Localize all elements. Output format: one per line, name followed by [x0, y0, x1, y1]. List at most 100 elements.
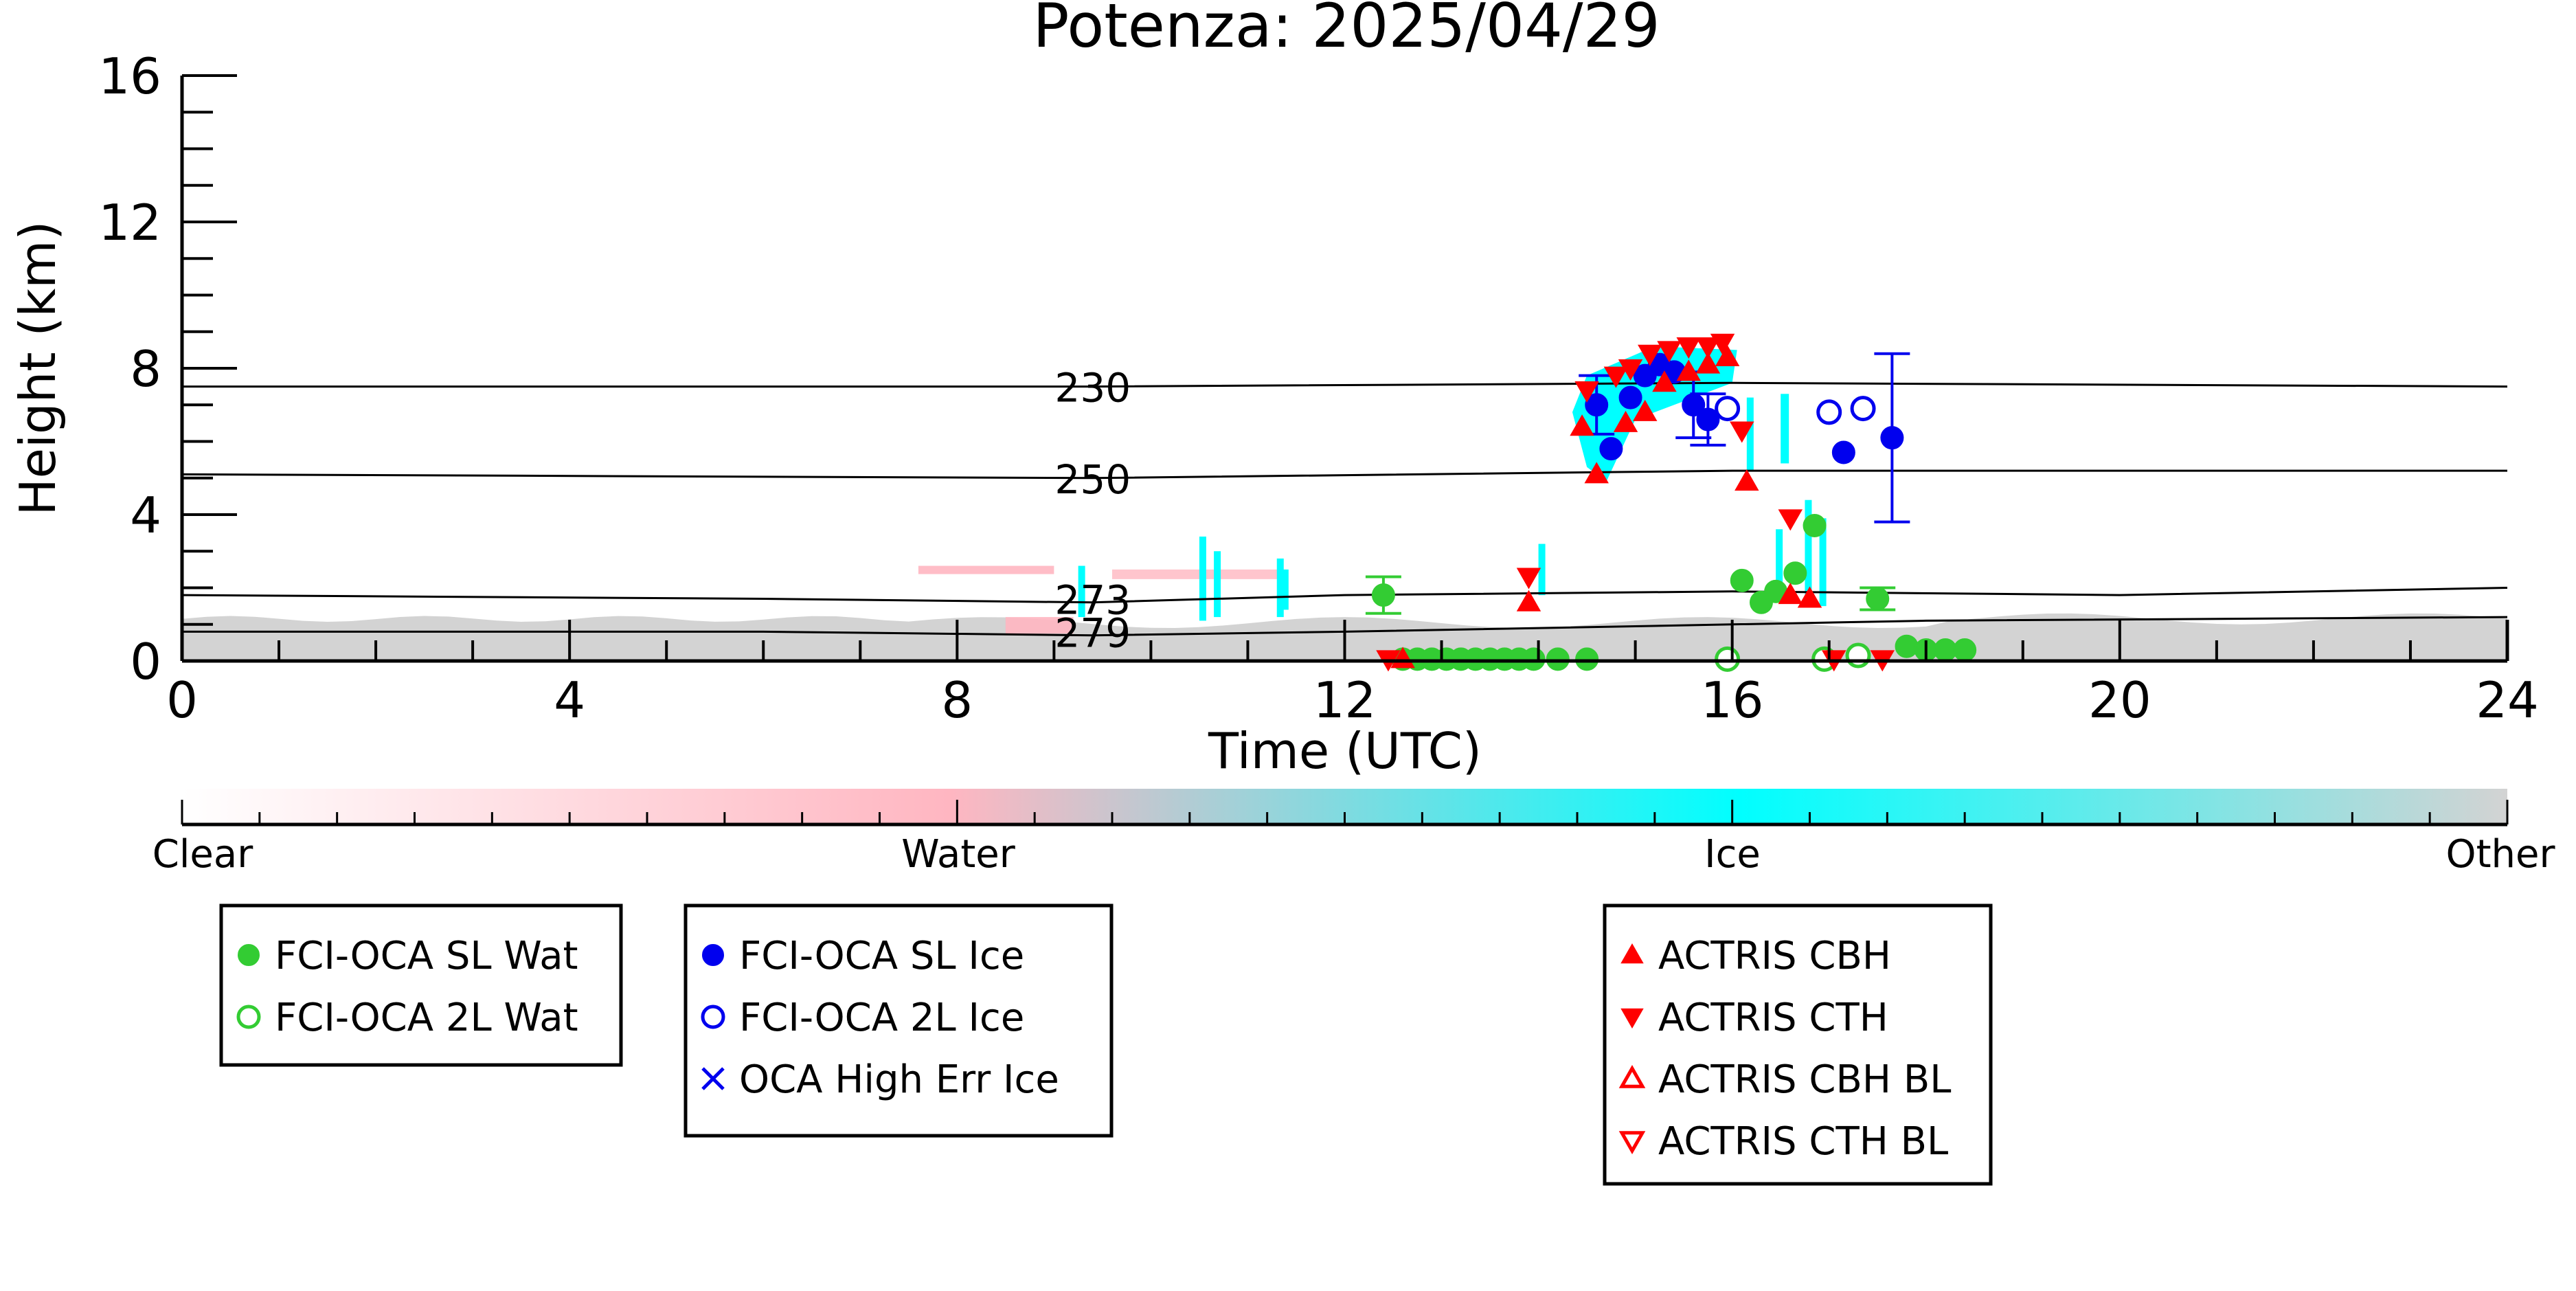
data-point — [1371, 583, 1395, 607]
data-point — [1953, 638, 1977, 662]
data-point — [1845, 642, 1871, 669]
isotherm-line — [182, 381, 2507, 388]
data-point — [1797, 586, 1822, 608]
data-point — [1778, 509, 1803, 531]
data-point — [1618, 359, 1643, 381]
data-point — [1584, 462, 1609, 484]
data-point — [1574, 381, 1599, 403]
data-point — [1676, 337, 1701, 359]
data-point — [1575, 647, 1599, 671]
data-point — [1696, 407, 1720, 431]
isotherm-label: 279 — [1054, 609, 1131, 656]
water-cloud-layer — [918, 565, 1054, 574]
axes-layer: 0 4 8 12 16 20 24 0 4 8 12 16 — [98, 47, 2538, 729]
data-point — [1735, 469, 1759, 491]
data-point — [1831, 440, 1855, 464]
data-point — [1570, 414, 1594, 436]
ice-cloud-streak — [1746, 397, 1754, 471]
y-tick-label: 4 — [130, 486, 161, 544]
colorbar: Clear Water Ice Other — [152, 789, 2555, 877]
data-point — [1603, 366, 1629, 388]
chart-title: Potenza: 2025/04/29 — [1032, 0, 1660, 61]
isotherm-label: 250 — [1054, 456, 1131, 503]
ice-cloud-streak — [1078, 565, 1085, 618]
legend-marker — [238, 944, 260, 966]
legend-frame — [219, 903, 623, 1067]
y-tick-label: 16 — [98, 47, 161, 105]
marker-layer — [1365, 333, 1977, 672]
legend-label: FCI-OCA SL Wat — [275, 934, 578, 978]
colorbar-label: Clear — [152, 832, 253, 877]
legend-frame — [1603, 903, 1993, 1186]
data-point — [1522, 647, 1546, 671]
ice-cloud-streak — [1781, 394, 1789, 464]
ice-cloud-streak — [1276, 558, 1284, 618]
legend-label: ACTRIS CBH — [1658, 934, 1891, 978]
legend-label: ACTRIS CBH BL — [1658, 1057, 1951, 1102]
legend-label: OCA High Err Ice — [739, 1057, 1059, 1102]
ice-cloud-streak — [1281, 569, 1289, 610]
x-tick-label: 4 — [554, 671, 585, 729]
x-tick-label: 0 — [166, 671, 198, 729]
data-point — [1657, 341, 1682, 363]
water-cloud-layer — [1005, 617, 1074, 634]
isotherm-label: 273 — [1054, 576, 1131, 623]
data-point — [1546, 647, 1570, 671]
x-tick-label: 8 — [941, 671, 973, 729]
data-point — [1778, 583, 1803, 605]
data-point — [1816, 399, 1842, 425]
x-tick-label: 16 — [1701, 671, 1764, 729]
y-tick-label: 0 — [130, 633, 161, 691]
ice-cloud-streak — [1819, 518, 1827, 607]
data-point — [1516, 590, 1541, 611]
y-tick-label: 12 — [98, 194, 161, 251]
x-tick-label: 24 — [2476, 671, 2539, 729]
y-tick-label: 8 — [130, 340, 161, 398]
legend-label: FCI-OCA SL Ice — [739, 934, 1024, 978]
isotherm-line — [182, 469, 2507, 480]
x-tick-label: 20 — [2088, 671, 2151, 729]
legend-marker — [1618, 1064, 1646, 1088]
legend-label: ACTRIS CTH BL — [1658, 1119, 1948, 1164]
plot-area — [182, 346, 2507, 661]
data-point — [1618, 385, 1642, 409]
data-point — [1715, 345, 1740, 367]
ice-cloud-streak — [1805, 499, 1812, 607]
ice-cloud-streak — [1776, 529, 1783, 588]
data-point — [1715, 396, 1741, 422]
data-point — [1715, 646, 1741, 672]
data-point — [1803, 513, 1827, 537]
data-point — [1585, 393, 1609, 417]
data-point — [1516, 568, 1541, 590]
data-point — [1710, 333, 1735, 355]
legend-frame — [683, 903, 1114, 1138]
data-point — [1695, 352, 1721, 374]
legend-box: ACTRIS CBH ACTRIS CTH ACTRIS CBH BL ACTRIS … — [1603, 903, 1993, 1186]
legend-marker — [701, 1067, 725, 1090]
data-point — [1638, 344, 1662, 366]
series-fci-oca-2l-ice — [1715, 396, 1876, 425]
legend-label: FCI-OCA 2L Wat — [275, 996, 578, 1040]
legend-label: ACTRIS CTH — [1658, 996, 1888, 1040]
data-point — [1730, 568, 1754, 592]
data-point — [1933, 638, 1957, 662]
legend: FCI-OCA SL Wat FCI-OCA 2L Wat FCI-OCA SL I… — [219, 903, 1993, 1186]
data-point — [1695, 337, 1721, 359]
legend-box: FCI-OCA SL Ice FCI-OCA 2L Ice OCA High Err… — [683, 903, 1114, 1138]
data-point — [1866, 587, 1890, 611]
legend-label: FCI-OCA 2L Ice — [739, 996, 1024, 1040]
data-point — [1652, 370, 1677, 392]
legend-marker — [701, 1004, 725, 1029]
data-point — [1730, 421, 1754, 443]
data-point — [1783, 561, 1807, 585]
data-point — [1850, 396, 1876, 422]
colorbar-label: Water — [901, 832, 1016, 877]
x-axis-label: Time (UTC) — [1208, 722, 1482, 780]
legend-marker — [1620, 943, 1644, 964]
ice-cloud-streak — [1214, 551, 1221, 618]
colorbar-label: Ice — [1704, 832, 1761, 877]
legend-marker — [1618, 1131, 1646, 1155]
